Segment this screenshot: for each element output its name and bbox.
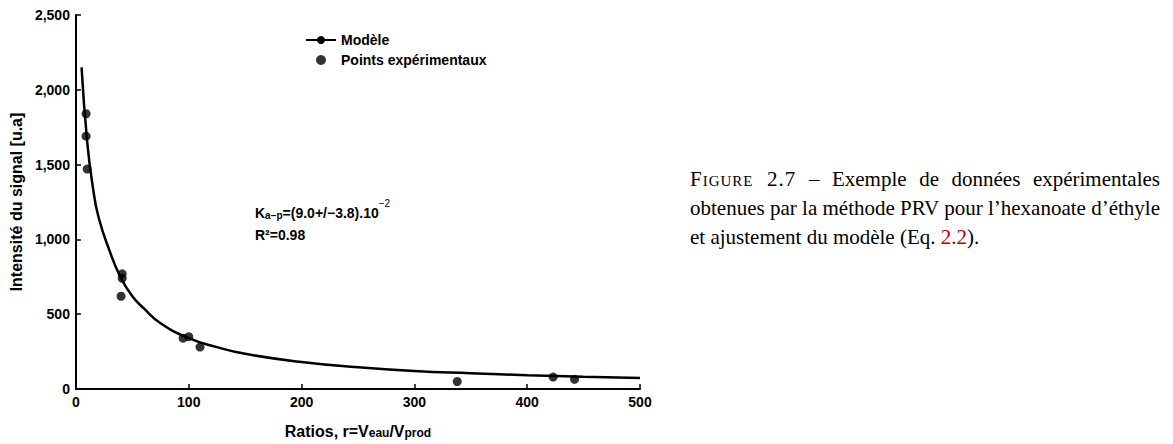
svg-text:400: 400 — [516, 394, 540, 410]
svg-text:−2: −2 — [379, 198, 391, 209]
svg-text:500: 500 — [47, 306, 71, 322]
svg-text:100: 100 — [177, 394, 201, 410]
svg-text:=(9.0+/−3.8).10: =(9.0+/−3.8).10 — [283, 205, 379, 221]
svg-text:0: 0 — [62, 381, 70, 397]
svg-text:0: 0 — [72, 394, 80, 410]
svg-text:Ratios, r=V: Ratios, r=V — [285, 423, 369, 440]
svg-text:Intensité du signal [u.a]: Intensité du signal [u.a] — [8, 113, 25, 292]
svg-text:eau: eau — [369, 426, 390, 440]
svg-text:a−p: a−p — [265, 210, 283, 221]
svg-text:Points expérimentaux: Points expérimentaux — [341, 52, 487, 68]
html-text:Figure 2.7 – Exemple de donnée: Figure 2.7 – Exemple de données expérime… — [690, 167, 1160, 249]
svg-text:1,500: 1,500 — [35, 157, 70, 173]
svg-text:1,000: 1,000 — [35, 231, 70, 247]
svg-text:R²=0.98: R²=0.98 — [255, 227, 305, 243]
svg-text:2,000: 2,000 — [35, 82, 70, 98]
svg-text:2,500: 2,500 — [35, 7, 70, 23]
svg-text:prod: prod — [405, 426, 432, 440]
svg-text:500: 500 — [628, 394, 652, 410]
svg-text:300: 300 — [403, 394, 427, 410]
svg-text:Modèle: Modèle — [341, 32, 389, 48]
svg-text:/V: /V — [389, 423, 404, 440]
svg-text:200: 200 — [290, 394, 314, 410]
svg-text:K: K — [255, 205, 265, 221]
